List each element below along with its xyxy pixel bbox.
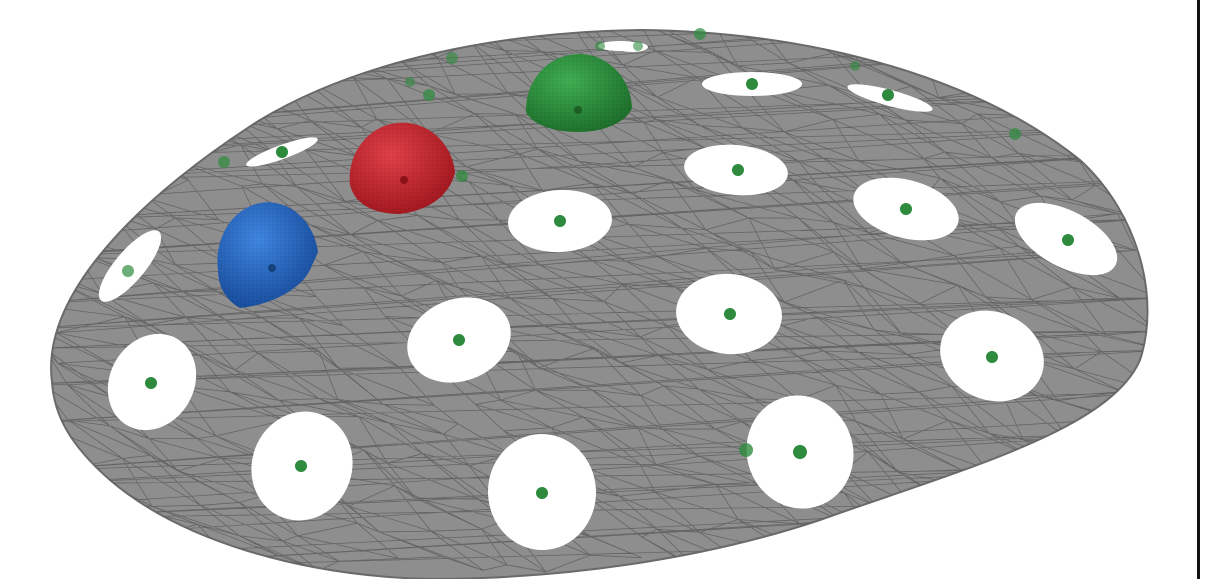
marker-dot-6 (554, 215, 566, 227)
marker-dot-15 (536, 487, 548, 499)
marker-dot-26 (633, 41, 643, 51)
markers-group (122, 28, 1074, 499)
marker-dot-24 (1009, 128, 1021, 140)
marker-dot-1 (746, 78, 758, 90)
marker-dot-9 (122, 265, 134, 277)
marker-dot-13 (145, 377, 157, 389)
marker-dot-10 (453, 334, 465, 346)
marker-dot-5 (732, 164, 744, 176)
panel-border (1197, 0, 1200, 579)
marker-dot-2 (882, 89, 894, 101)
marker-dot-18 (423, 89, 435, 101)
red-hemisphere (349, 122, 455, 214)
marker-dot-7 (900, 203, 912, 215)
marker-dot-14 (295, 460, 307, 472)
marker-dot-23 (850, 61, 860, 71)
marker-dot-22 (694, 28, 706, 40)
marker-dot-8 (1062, 234, 1074, 246)
marker-dot-21 (595, 41, 605, 51)
marker-dot-20 (446, 52, 458, 64)
marker-dot-4 (218, 156, 230, 168)
marker-dot-12 (986, 351, 998, 363)
hole-17 (616, 42, 648, 52)
marker-dot-11 (724, 308, 736, 320)
marker-dot-25 (456, 170, 468, 182)
marker-dot-16 (793, 445, 807, 459)
blue-hemisphere (217, 202, 318, 308)
marker-dot-17 (739, 443, 753, 457)
marker-dot-3 (276, 146, 288, 158)
marker-dot-19 (405, 77, 415, 87)
green-hemisphere (525, 53, 632, 132)
